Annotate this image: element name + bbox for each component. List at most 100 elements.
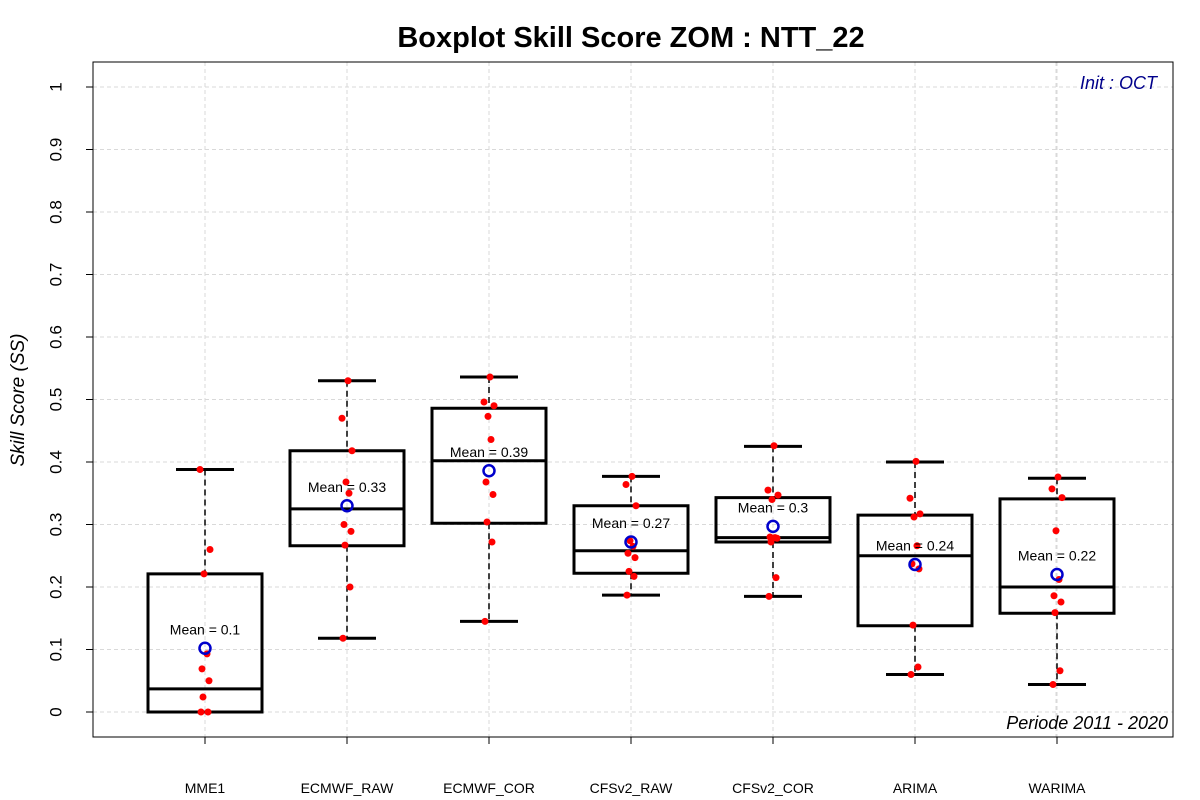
- y-tick-label: 0.7: [46, 263, 65, 287]
- mean-label: Mean = 0.33: [308, 479, 386, 495]
- y-tick-label: 1: [46, 82, 65, 91]
- data-point: [197, 708, 205, 716]
- data-point: [909, 621, 917, 629]
- data-point: [198, 665, 206, 673]
- data-point: [771, 534, 779, 542]
- data-point: [1048, 485, 1056, 493]
- box-ecmwf-raw: Mean = 0.33: [288, 377, 406, 642]
- data-point: [774, 491, 782, 499]
- data-point: [341, 541, 349, 549]
- data-point: [764, 486, 772, 494]
- mean-marker: [766, 519, 780, 534]
- data-point: [486, 373, 494, 381]
- data-point: [348, 447, 356, 455]
- data-point: [490, 402, 498, 410]
- data-point: [906, 494, 914, 502]
- data-point: [907, 671, 915, 678]
- data-point: [768, 496, 776, 503]
- data-point: [482, 478, 490, 486]
- data-point: [632, 502, 640, 510]
- init-annotation: Init : OCT: [1080, 73, 1159, 93]
- period-annotation: Periode 2011 - 2020: [1006, 713, 1168, 733]
- data-point: [205, 677, 213, 685]
- data-point: [623, 591, 631, 599]
- mean-marker: [198, 641, 212, 655]
- data-point: [342, 478, 350, 486]
- y-tick-label: 0.6: [46, 325, 65, 349]
- x-tick-label: ECMWF_RAW: [301, 780, 395, 796]
- data-point: [626, 537, 634, 545]
- data-point: [204, 708, 212, 716]
- data-point: [200, 570, 208, 578]
- data-point: [1050, 592, 1058, 600]
- x-tick-label: CFSv2_RAW: [590, 780, 674, 796]
- data-point: [628, 472, 636, 480]
- data-point: [1057, 598, 1065, 606]
- y-tick-label: 0.2: [46, 575, 65, 599]
- data-point: [772, 574, 780, 582]
- data-point: [347, 527, 355, 535]
- y-tick-label: 0.9: [46, 138, 65, 162]
- mean-marker: [1050, 567, 1064, 582]
- mean-label: Mean = 0.1: [170, 621, 241, 637]
- data-point: [199, 693, 207, 701]
- data-point: [622, 481, 630, 488]
- data-point: [196, 466, 204, 473]
- data-point: [765, 592, 773, 600]
- data-point: [483, 518, 491, 526]
- y-axis: 0 0.1 0.2 0.3 0.4 0.5 0.6 0.7 0.8 0.9 1: [46, 82, 93, 717]
- data-point: [480, 398, 488, 406]
- data-point: [630, 572, 638, 580]
- data-point: [345, 489, 353, 497]
- box-cfsv2-raw: Mean = 0.27: [572, 472, 690, 599]
- box-ecmwf-cor: Mean = 0.39: [430, 373, 548, 625]
- data-point: [1054, 473, 1062, 481]
- data-point: [206, 546, 214, 553]
- data-point: [1051, 609, 1059, 617]
- data-point: [489, 491, 497, 498]
- y-tick-label: 0.1: [46, 638, 65, 662]
- data-point: [487, 436, 495, 443]
- mean-label: Mean = 0.24: [876, 538, 954, 554]
- y-axis-label: Skill Score (SS): [8, 333, 29, 466]
- data-point: [625, 567, 633, 575]
- x-tick-label: MME1: [185, 780, 226, 796]
- x-axis: MME1 ECMWF_RAW ECMWF_COR CFSv2_RAW CFSv2_COR…: [185, 737, 1086, 796]
- mean-marker: [340, 499, 354, 513]
- mean-marker: [482, 464, 496, 478]
- plot-frame: [92, 61, 1174, 738]
- x-tick-label: CFSv2_COR: [732, 780, 814, 796]
- data-point: [344, 377, 352, 385]
- x-tick-label: ECMWF_COR: [443, 780, 535, 796]
- boxes: Mean = 0.1 Mean = 0.33 Mean = 0.39 Mean = 0…: [146, 373, 1116, 716]
- mean-marker: [908, 557, 922, 572]
- data-point: [346, 583, 354, 591]
- data-point: [624, 549, 632, 557]
- chart-title: Boxplot Skill Score ZOM : NTT_22: [397, 22, 864, 54]
- data-point: [916, 510, 924, 518]
- data-point: [631, 554, 639, 562]
- y-tick-label: 0: [46, 707, 65, 716]
- y-tick-label: 0.4: [46, 450, 65, 474]
- data-point: [481, 617, 489, 625]
- data-point: [1049, 681, 1057, 688]
- box-arima: Mean = 0.24: [856, 457, 974, 678]
- data-point: [912, 457, 920, 465]
- data-point: [339, 634, 347, 642]
- data-point: [488, 538, 496, 546]
- data-point: [913, 542, 921, 550]
- box-warima: Mean = 0.22: [998, 473, 1116, 688]
- data-point: [1058, 494, 1066, 502]
- data-point: [770, 442, 778, 450]
- data-point: [338, 414, 346, 422]
- data-point: [910, 513, 918, 521]
- y-tick-label: 0.3: [46, 513, 65, 537]
- data-point: [914, 663, 922, 671]
- mean-label: Mean = 0.22: [1018, 548, 1096, 564]
- grid: [93, 62, 1173, 737]
- y-tick-label: 0.8: [46, 200, 65, 224]
- y-tick-label: 0.5: [46, 388, 65, 412]
- box-cfsv2-cor: Mean = 0.3: [714, 442, 832, 600]
- data-point: [1052, 527, 1060, 535]
